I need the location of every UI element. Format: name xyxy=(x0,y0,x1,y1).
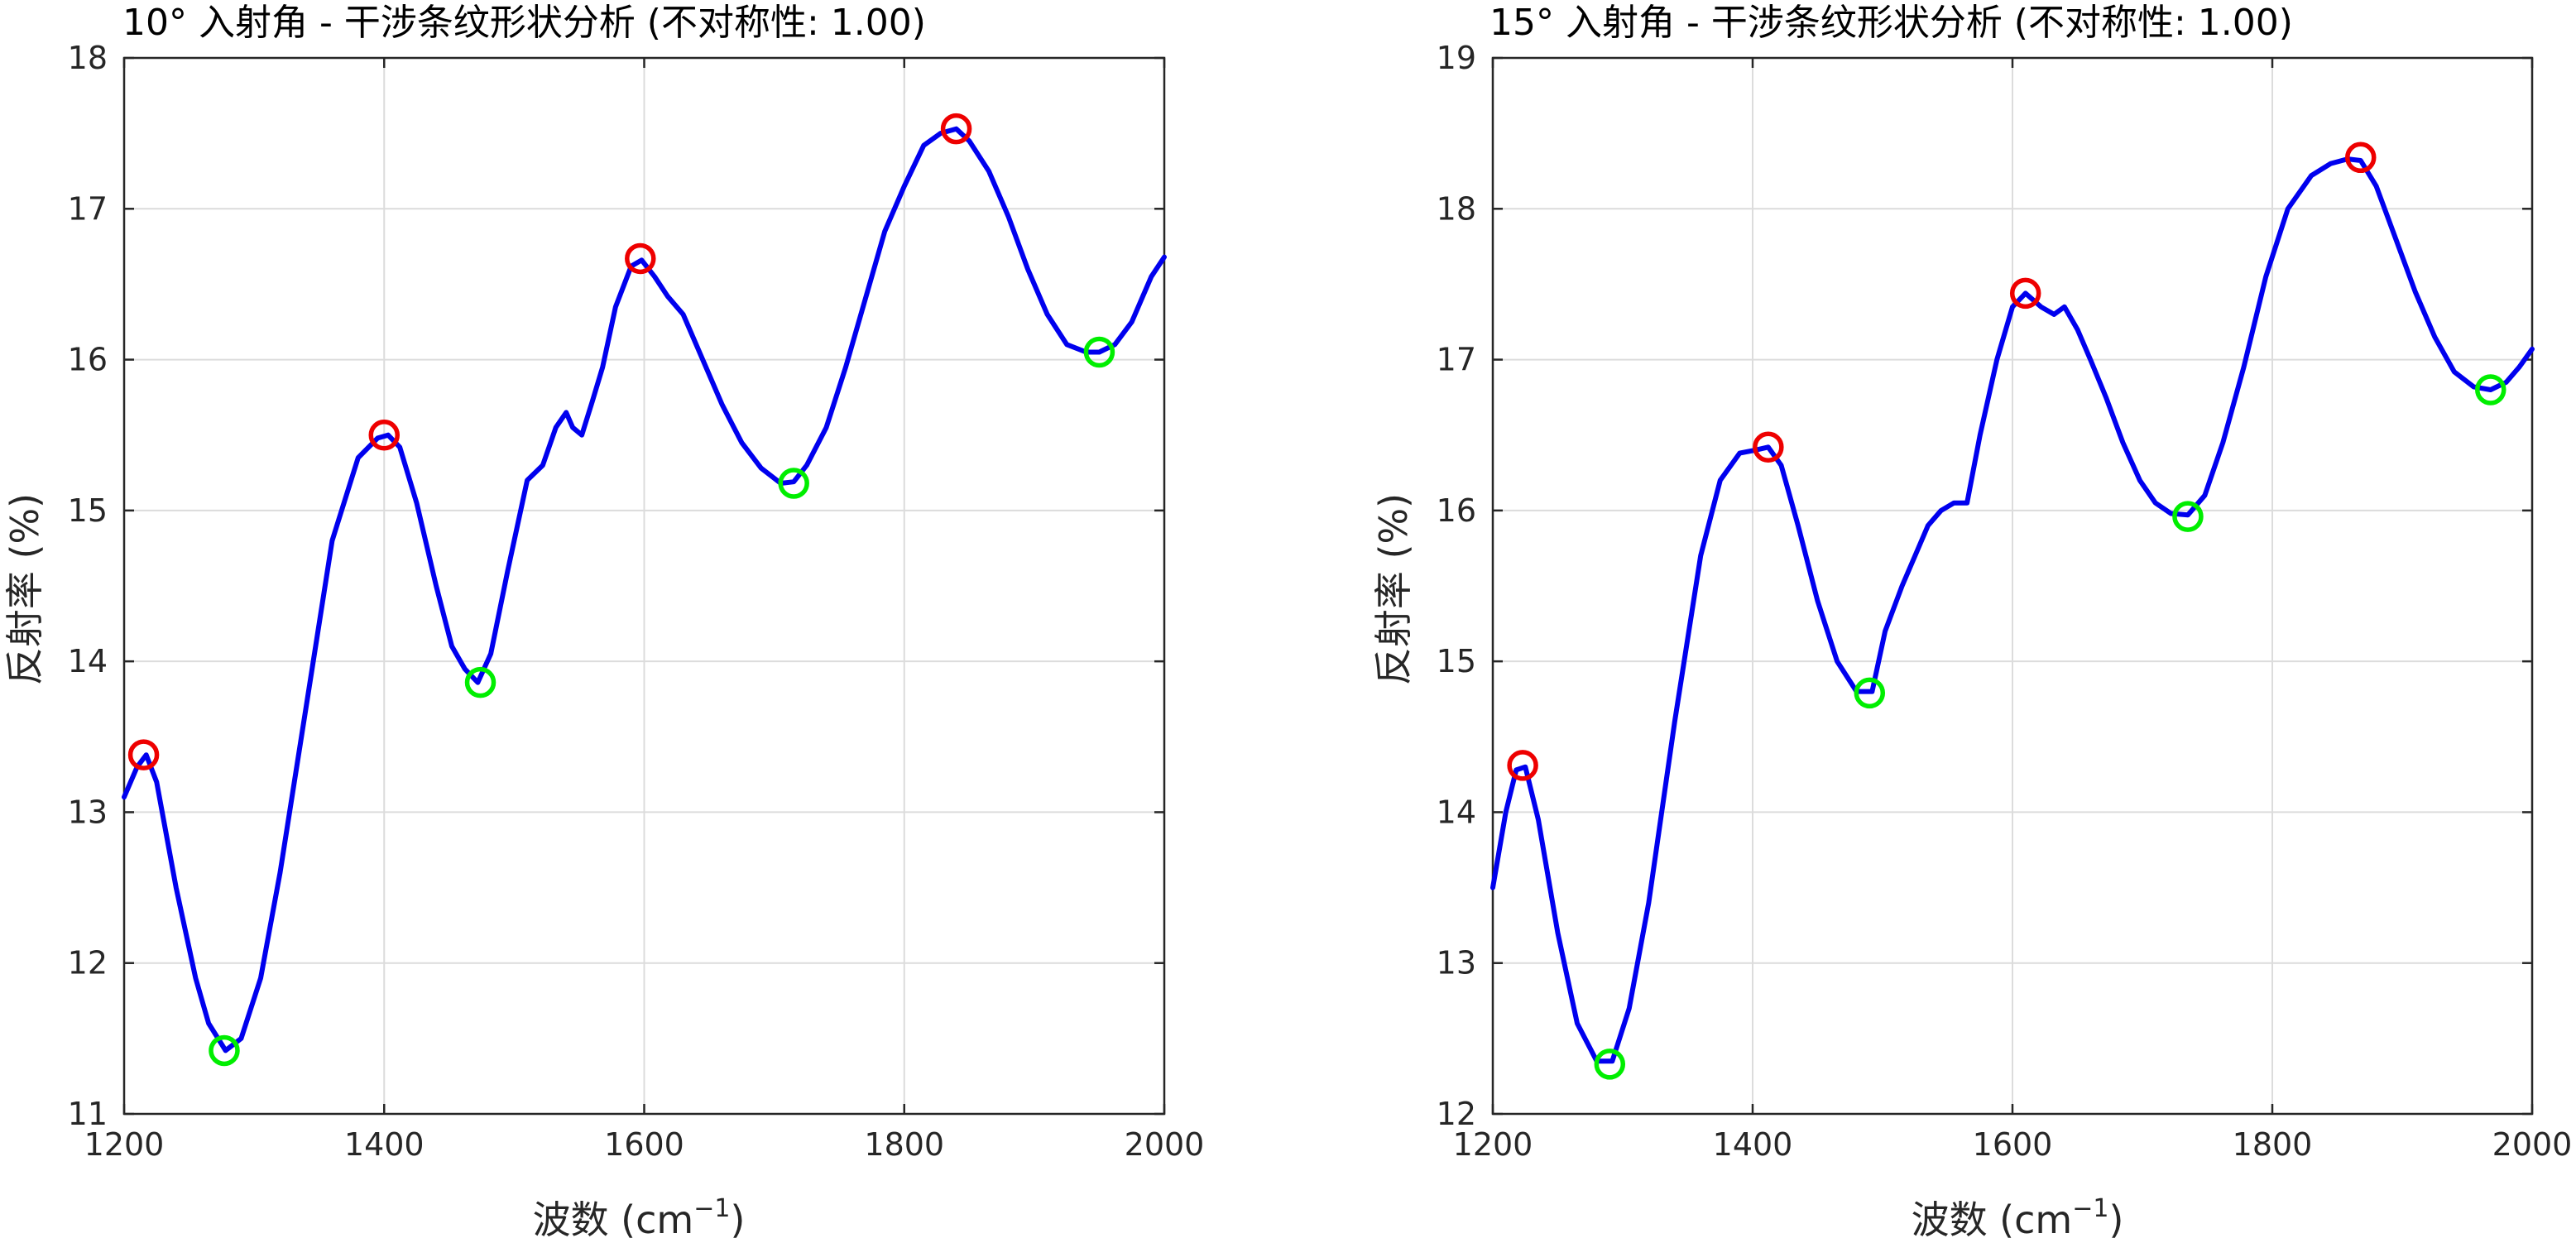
x-axis-label-close: ) xyxy=(730,1197,745,1242)
x-tick-label: 1200 xyxy=(84,1126,165,1163)
y-axis-label: 反射率 (%) xyxy=(2,493,47,685)
x-axis-label: 波数 (cm−1) xyxy=(1912,1194,2124,1242)
y-tick-label: 12 xyxy=(1437,1096,1476,1132)
valley-marker xyxy=(1594,1049,1626,1080)
x-axis-label-close: ) xyxy=(2108,1197,2123,1242)
y-tick-label: 17 xyxy=(1437,342,1476,378)
y-axis-label: 反射率 (%) xyxy=(1371,493,1416,685)
x-tick-label: 1400 xyxy=(1713,1126,1793,1163)
y-tick-label: 14 xyxy=(68,643,108,679)
y-tick-label: 15 xyxy=(68,492,108,529)
valley-marker xyxy=(1854,677,1886,709)
x-tick-label: 1200 xyxy=(1453,1126,1533,1163)
peak-marker xyxy=(1507,750,1538,781)
valley-marker xyxy=(778,468,809,499)
reflectance-line xyxy=(122,126,1167,1053)
extrema-markers xyxy=(1507,142,2506,1080)
peak-marker xyxy=(127,739,160,770)
peak-marker xyxy=(940,113,972,145)
y-tick-labels: 11 12 13 14 15 16 17 18 xyxy=(68,40,108,1132)
y-tick-label: 17 xyxy=(68,190,108,227)
x-axis-label-sup: −1 xyxy=(2072,1194,2108,1223)
x-axis-label: 波数 (cm−1) xyxy=(533,1194,746,1242)
reflectance-line xyxy=(1490,156,2535,1064)
extrema-markers xyxy=(127,113,1115,1067)
y-tick-label: 18 xyxy=(68,40,108,76)
y-tick-label: 16 xyxy=(1437,492,1476,529)
y-tick-label: 16 xyxy=(68,342,108,378)
peak-marker xyxy=(368,419,400,451)
series-lines xyxy=(1490,156,2535,1064)
y-tick-label: 13 xyxy=(1437,945,1476,981)
y-tick-labels: 12 13 14 15 16 17 18 19 xyxy=(1437,40,1476,1132)
series-lines xyxy=(122,126,1167,1053)
peak-marker xyxy=(1753,431,1784,463)
y-tick-label: 13 xyxy=(68,794,108,830)
x-axis-label-sup: −1 xyxy=(693,1194,730,1223)
x-tick-label: 1400 xyxy=(344,1126,425,1163)
valley-marker xyxy=(2475,374,2506,406)
y-tick-label: 12 xyxy=(68,945,108,981)
x-tick-labels: 1200 1400 1600 1800 2000 xyxy=(1453,1126,2573,1163)
peak-marker xyxy=(625,242,656,275)
chart-title: 10° 入射角 - 干涉条纹形状分析 (不对称性: 1.00) xyxy=(122,2,926,44)
chart-title: 15° 入射角 - 干涉条纹形状分析 (不对称性: 1.00) xyxy=(1489,2,2293,44)
peak-marker xyxy=(2345,142,2377,174)
peak-marker xyxy=(2009,277,2041,310)
y-tick-label: 15 xyxy=(1437,643,1476,679)
y-tick-label: 18 xyxy=(1437,190,1476,227)
valley-marker xyxy=(209,1034,240,1067)
x-tick-label: 1800 xyxy=(2233,1126,2313,1163)
valley-marker xyxy=(464,666,496,698)
y-tick-label: 11 xyxy=(68,1096,108,1132)
x-tick-labels: 1200 1400 1600 1800 2000 xyxy=(84,1126,1205,1163)
y-tick-label: 19 xyxy=(1437,40,1476,76)
x-tick-label: 1800 xyxy=(864,1126,944,1163)
chart-panel-10deg: 1200 1400 1600 1800 2000 11 12 13 14 15 16 17 18 10… xyxy=(2,2,1204,1242)
x-tick-label: 2000 xyxy=(1125,1126,1205,1163)
x-tick-label: 1600 xyxy=(1973,1126,2053,1163)
chart-panel-15deg: 1200 1400 1600 1800 2000 12 13 14 15 16 17 18 19 15… xyxy=(1371,2,2572,1242)
axes-frame xyxy=(122,56,1166,1116)
y-tick-label: 14 xyxy=(1437,794,1476,830)
x-tick-label: 1600 xyxy=(604,1126,684,1163)
x-tick-label: 2000 xyxy=(2492,1126,2573,1163)
valley-marker xyxy=(2172,501,2204,532)
valley-marker xyxy=(1083,336,1115,368)
